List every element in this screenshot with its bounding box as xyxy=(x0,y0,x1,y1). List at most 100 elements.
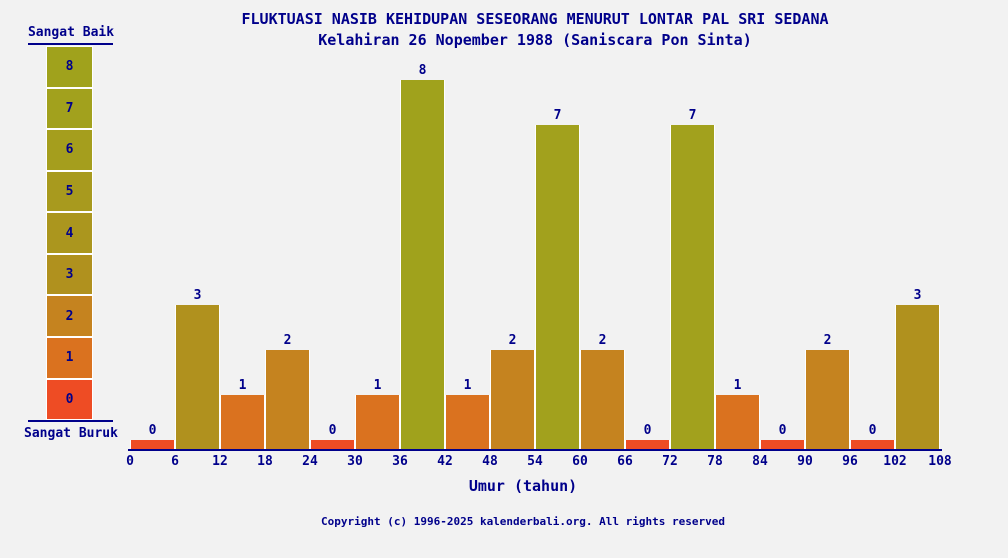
x-axis-line xyxy=(128,449,942,451)
x-tick-label: 102 xyxy=(883,454,907,469)
x-tick-label: 84 xyxy=(752,454,768,469)
x-tick-label: 0 xyxy=(126,454,134,469)
legend-cell: 4 xyxy=(46,212,93,254)
legend-cell: 1 xyxy=(46,336,93,379)
bar: 0 xyxy=(760,423,805,450)
x-tick-label: 42 xyxy=(437,454,453,469)
bar-value-label: 7 xyxy=(688,108,697,123)
bar-value-label: 1 xyxy=(238,378,247,393)
legend-cell: 8 xyxy=(46,46,93,88)
x-tick-label: 72 xyxy=(662,454,678,469)
x-tick-label: 12 xyxy=(212,454,228,469)
bar: 2 xyxy=(490,333,535,450)
legend-bottom-label: Sangat Buruk xyxy=(24,426,118,441)
legend-cell-value: 2 xyxy=(65,308,74,324)
bar-value-label: 0 xyxy=(868,423,877,438)
x-tick-label: 54 xyxy=(527,454,543,469)
bar-rect xyxy=(625,440,670,450)
x-tick-label: 30 xyxy=(347,454,363,469)
bar: 2 xyxy=(805,333,850,450)
bar-rect xyxy=(445,395,490,450)
bar-rect xyxy=(895,305,940,450)
legend-cell-value: 3 xyxy=(65,267,74,283)
bar-rect xyxy=(265,350,310,450)
legend-cell-value: 5 xyxy=(65,183,74,199)
bar-rect xyxy=(355,395,400,450)
bar: 3 xyxy=(175,288,220,450)
bar: 0 xyxy=(310,423,355,450)
chart-subtitle: Kelahiran 26 Nopember 1988 (Saniscara Po… xyxy=(318,31,752,49)
bar-value-label: 0 xyxy=(148,423,157,438)
x-tick-label: 6 xyxy=(171,454,179,469)
bar: 0 xyxy=(850,423,895,450)
legend-bottom-divider xyxy=(28,420,113,422)
x-tick-label: 24 xyxy=(302,454,318,469)
bar-rect xyxy=(535,125,580,450)
x-tick-label: 66 xyxy=(617,454,633,469)
legend-cell-value: 4 xyxy=(65,225,74,241)
bar-value-label: 1 xyxy=(463,378,472,393)
bar: 7 xyxy=(535,108,580,450)
bar-rect xyxy=(670,125,715,450)
bar-rect xyxy=(400,80,445,450)
bar-value-label: 0 xyxy=(328,423,337,438)
bar-rect xyxy=(850,440,895,450)
legend-top-label: Sangat Baik xyxy=(27,25,115,40)
legend-cell-value: 1 xyxy=(65,350,74,366)
bar-rect xyxy=(175,305,220,450)
bar-value-label: 2 xyxy=(283,333,292,348)
bar-value-label: 3 xyxy=(913,288,922,303)
bar-rect xyxy=(490,350,535,450)
bar-rect xyxy=(580,350,625,450)
bar-rect xyxy=(220,395,265,450)
legend-cell-value: 6 xyxy=(65,142,74,158)
legend-cell: 5 xyxy=(46,170,93,213)
bar-value-label: 8 xyxy=(418,63,427,78)
bar-rect xyxy=(715,395,760,450)
bar: 2 xyxy=(580,333,625,450)
legend-cell-value: 0 xyxy=(65,391,74,407)
x-tick-label: 18 xyxy=(257,454,273,469)
x-axis-title: Umur (tahun) xyxy=(468,477,578,495)
bar-value-label: 1 xyxy=(373,378,382,393)
bar-value-label: 0 xyxy=(643,423,652,438)
bar: 0 xyxy=(625,423,670,450)
bar-value-label: 0 xyxy=(778,423,787,438)
bar: 8 xyxy=(400,63,445,450)
bar-value-label: 2 xyxy=(508,333,517,348)
legend-cell-value: 7 xyxy=(65,100,74,116)
bar: 1 xyxy=(220,378,265,450)
x-tick-label: 36 xyxy=(392,454,408,469)
legend-cell: 7 xyxy=(46,87,93,130)
bar: 1 xyxy=(445,378,490,450)
legend-top-divider xyxy=(28,43,113,45)
x-axis-tick-labels: 0 6 12 18 24 30 36 42 48 54 60 66 72 78 84 90 96 102 108 xyxy=(126,454,952,470)
bar-rect xyxy=(760,440,805,450)
legend-cell: 2 xyxy=(46,295,93,337)
x-tick-label: 90 xyxy=(797,454,813,469)
bar-value-label: 1 xyxy=(733,378,742,393)
legend-cell: 0 xyxy=(46,378,93,421)
copyright-text: Copyright (c) 1996-2025 kalenderbali.org… xyxy=(321,515,725,528)
x-tick-label: 96 xyxy=(842,454,858,469)
legend-cell: 6 xyxy=(46,129,93,171)
x-tick-label: 60 xyxy=(572,454,588,469)
x-tick-label: 48 xyxy=(482,454,498,469)
x-tick-label: 78 xyxy=(707,454,723,469)
bar: 2 xyxy=(265,333,310,450)
bar: 7 xyxy=(670,108,715,450)
x-tick-label: 108 xyxy=(928,454,952,469)
bar-value-label: 2 xyxy=(598,333,607,348)
bar-value-label: 3 xyxy=(193,288,202,303)
bar: 3 xyxy=(895,288,940,450)
legend-color-scale: 8 7 6 5 4 3 2 1 0 xyxy=(46,46,93,421)
bar: 1 xyxy=(715,378,760,450)
bar-rect xyxy=(805,350,850,450)
chart-title: FLUKTUASI NASIB KEHIDUPAN SESEORANG MENU… xyxy=(241,10,829,28)
legend-cell-value: 8 xyxy=(65,59,74,75)
bar-value-label: 2 xyxy=(823,333,832,348)
bar-rect xyxy=(310,440,355,450)
bar: 0 xyxy=(130,423,175,450)
